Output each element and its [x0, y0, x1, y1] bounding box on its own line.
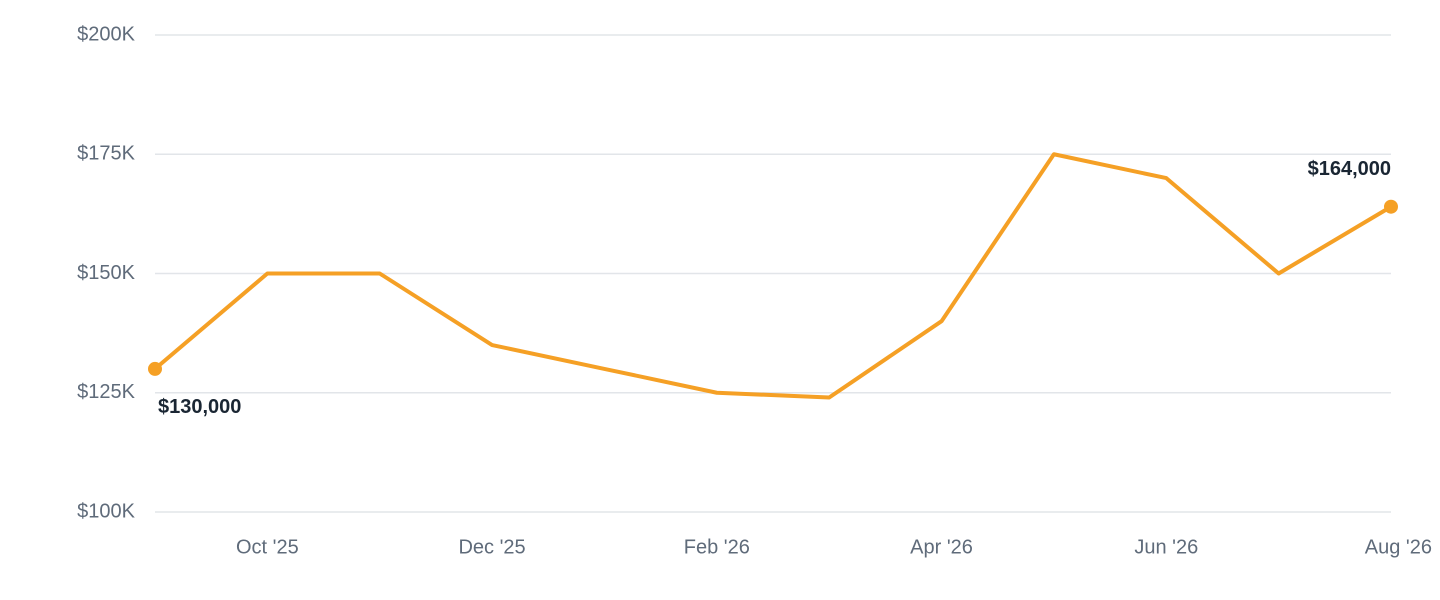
- value-label: $164,000: [1308, 158, 1391, 180]
- data-line: [153, 152, 1393, 400]
- y-tick-label: $175K: [77, 143, 135, 165]
- x-tick-label: Dec '25: [458, 536, 525, 558]
- y-tick-label: $150K: [77, 262, 135, 284]
- value-label: $130,000: [158, 396, 241, 418]
- x-tick-label: Apr '26: [910, 536, 973, 558]
- x-tick-label: Oct '25: [236, 536, 299, 558]
- end-point: [1384, 199, 1398, 214]
- y-tick-label: $200K: [77, 23, 135, 45]
- y-tick-label: $100K: [77, 500, 135, 522]
- end-point: [148, 361, 162, 376]
- y-tick-label: $125K: [77, 381, 135, 403]
- x-tick-label: Jun '26: [1134, 536, 1198, 558]
- x-tick-label: Aug '26: [1365, 536, 1432, 558]
- x-tick-label: Feb '26: [684, 536, 750, 558]
